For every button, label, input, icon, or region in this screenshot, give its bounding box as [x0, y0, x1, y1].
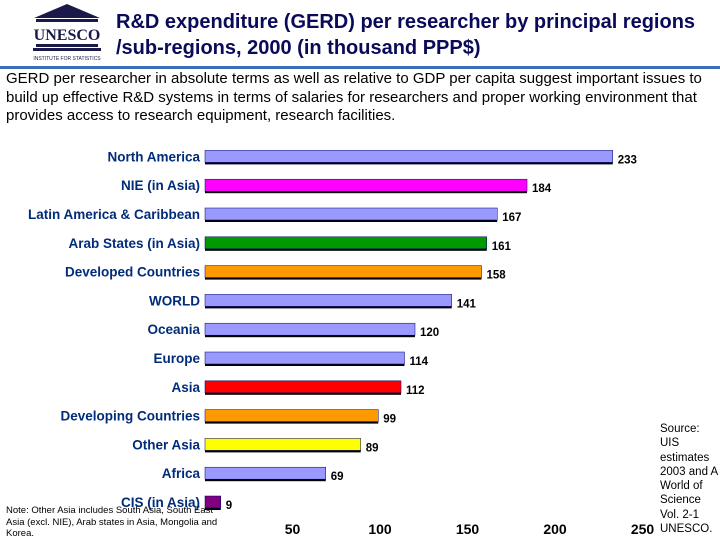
category-label-latin-america-caribbean: Latin America & Caribbean: [28, 207, 200, 222]
bar-asia: [204, 380, 402, 394]
category-label-asia: Asia: [171, 380, 200, 395]
bar-europe: [204, 351, 405, 365]
x-tick-label-250: 250: [631, 521, 655, 537]
bar-world: [204, 294, 452, 307]
unesco-logo: UNESCO INSTITUTE FOR STATISTICS: [33, 4, 101, 62]
value-label-developed-countries: 158: [487, 270, 507, 282]
bar-latin-america-caribbean: [204, 207, 498, 221]
value-label-africa: 69: [331, 471, 344, 483]
category-label-europe: Europe: [153, 351, 200, 366]
source-note: Source: UIS estimates 2003 and A World o…: [660, 423, 718, 536]
value-label-world: 141: [457, 298, 477, 310]
bar-other-asia: [204, 438, 361, 451]
bar-north-america: [204, 150, 613, 163]
page-title: R&D expenditure (GERD) per researcher by…: [116, 11, 696, 59]
category-label-cis-in-asia: CIS (in Asia): [121, 495, 200, 510]
value-label-europe: 114: [410, 356, 429, 368]
bar-nie-in-asia: [204, 178, 528, 192]
value-label-cis-in-asia: 9: [226, 500, 232, 512]
intro-text: GERD per researcher in absolute terms as…: [6, 70, 702, 124]
category-label-north-america: North America: [107, 149, 200, 164]
value-label-north-america: 233: [618, 154, 637, 166]
category-label-developing-countries: Developing Countries: [60, 409, 200, 424]
bar-developing-countries: [204, 409, 379, 422]
value-label-developing-countries: 99: [383, 414, 396, 426]
bar-cis-in-asia: [204, 495, 221, 509]
value-label-latin-america-caribbean: 167: [502, 212, 521, 224]
x-tick-label-150: 150: [456, 521, 480, 537]
value-label-nie-in-asia: 184: [532, 183, 552, 195]
value-label-arab-states-in-asia: 161: [492, 241, 512, 253]
category-label-arab-states-in-asia: Arab States (in Asia): [68, 236, 200, 251]
category-label-oceania: Oceania: [147, 322, 200, 337]
category-label-developed-countries: Developed Countries: [65, 265, 200, 280]
bar-arab-states-in-asia: [204, 236, 487, 250]
bar-chart: North America 233 NIE (in Asia) 184 Latin Am…: [28, 149, 655, 537]
category-label-africa: Africa: [162, 466, 201, 481]
bar-developed-countries: [204, 265, 482, 278]
value-label-other-asia: 89: [366, 442, 379, 454]
x-tick-label-50: 50: [285, 521, 301, 537]
logo-text: UNESCO: [34, 27, 101, 44]
bar-africa: [204, 466, 326, 480]
x-tick-label-200: 200: [543, 521, 567, 537]
x-tick-label-100: 100: [368, 521, 392, 537]
bar-oceania: [204, 322, 416, 336]
value-label-oceania: 120: [420, 327, 439, 339]
category-label-nie-in-asia: NIE (in Asia): [121, 178, 200, 193]
value-label-asia: 112: [406, 385, 425, 397]
category-label-world: WORLD: [149, 293, 200, 308]
slide-header: UNESCO INSTITUTE FOR STATISTICS R&D expe…: [0, 0, 720, 69]
logo-subtext: INSTITUTE FOR STATISTICS: [33, 56, 101, 62]
footnote: Note: Other Asia includes South Asia, So…: [6, 505, 218, 539]
category-label-other-asia: Other Asia: [132, 437, 200, 452]
